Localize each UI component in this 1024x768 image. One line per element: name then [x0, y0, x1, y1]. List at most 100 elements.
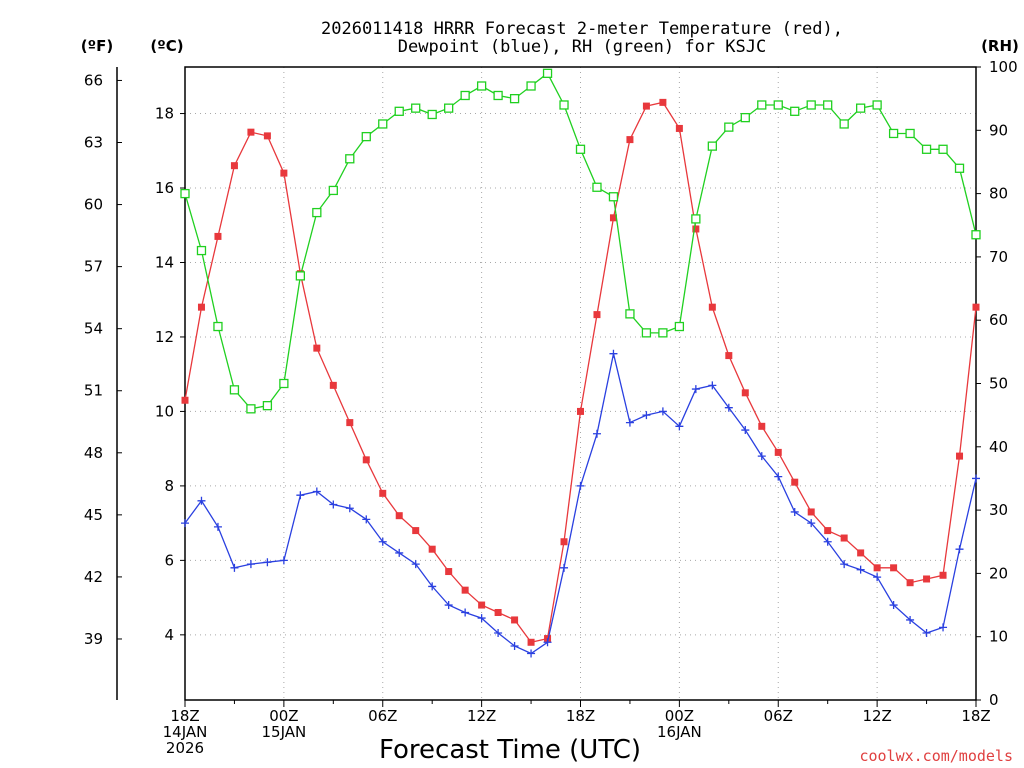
celsius-tick-label: 12	[155, 328, 174, 346]
rh-point	[575, 144, 586, 154]
rh-point	[839, 119, 849, 129]
rh-point	[658, 328, 668, 338]
chart-title-line-2: Dewpoint (blue), RH (green) for KSJC	[398, 37, 766, 57]
dewpoint-point	[856, 565, 865, 574]
rh-point	[806, 100, 816, 110]
temperature-point	[230, 162, 238, 170]
rh-point	[691, 214, 701, 224]
rh-point	[773, 100, 783, 110]
celsius-tick-label: 10	[155, 402, 174, 420]
chart-title-line-1: 2026011418 HRRR Forecast 2-meter Tempera…	[321, 19, 843, 39]
dewpoint-point	[691, 385, 700, 394]
rh-point	[608, 192, 619, 202]
fahrenheit-tick-label: 66	[84, 71, 103, 89]
celsius-tick-label: 18	[155, 105, 174, 123]
rh-point	[823, 100, 833, 110]
rh-point	[411, 103, 421, 113]
temperature-point	[478, 601, 486, 609]
temperature-point	[346, 419, 354, 427]
rh-point	[526, 81, 536, 91]
rh-point	[345, 154, 355, 164]
x-tick-label: 06Z	[764, 707, 793, 725]
dewpoint-point	[477, 614, 486, 623]
x-tick-label: 16JAN	[657, 723, 702, 741]
dewpoint-point	[181, 519, 189, 528]
fahrenheit-tick-label: 45	[84, 506, 103, 524]
temperature-point	[906, 579, 914, 587]
fahrenheit-tick-label: 54	[84, 320, 103, 338]
temperature-point	[511, 616, 519, 624]
rh-point	[625, 309, 635, 319]
rh-point	[740, 112, 750, 123]
rh-point	[971, 230, 981, 240]
dewpoint-point	[527, 649, 536, 658]
dewpoint-point	[279, 556, 288, 565]
temperature-point	[263, 132, 271, 140]
temperature-point	[939, 571, 947, 579]
temperature-point	[708, 303, 716, 311]
rh-point	[724, 122, 734, 132]
temperature-point	[247, 128, 255, 136]
dewpoint-point	[889, 601, 898, 610]
dewpoint-point	[807, 519, 816, 528]
temperature-point	[642, 102, 650, 110]
rh-tick-label: 0	[989, 691, 999, 709]
temperature-point	[280, 169, 288, 177]
rh-point	[509, 94, 520, 104]
dewpoint-point	[873, 573, 882, 582]
temperature-point	[593, 311, 601, 319]
x-tick-label: 18Z	[566, 707, 595, 725]
rh-point	[954, 163, 965, 173]
dewpoint-point	[708, 381, 717, 390]
rh-point	[888, 128, 899, 139]
dewpoint-point	[625, 418, 634, 427]
x-tick-label: 18Z	[961, 707, 990, 725]
data-series	[180, 68, 981, 658]
rh-tick-label: 60	[989, 311, 1008, 329]
rh-point	[905, 128, 915, 139]
dewpoint-point	[378, 537, 387, 546]
celsius-tick-label: 6	[164, 551, 174, 569]
temperature-point	[774, 448, 782, 456]
temperature-point	[362, 456, 370, 464]
dewpoint-point	[543, 638, 552, 647]
temperature-point	[807, 508, 815, 516]
rh-point	[328, 185, 338, 196]
dewpoint-point	[362, 515, 371, 524]
rh-point	[246, 404, 256, 414]
temperature-point	[659, 98, 667, 106]
rh-point	[674, 321, 685, 332]
rh-line	[184, 72, 977, 410]
rh-unit-label: (RH)	[981, 37, 1019, 55]
fahrenheit-tick-label: 48	[84, 444, 103, 462]
temperature-point	[626, 136, 634, 144]
rh-point	[542, 68, 553, 78]
x-tick-label: 14JAN	[163, 723, 208, 741]
fahrenheit-tick-label: 42	[84, 568, 103, 586]
credit-text: coolwx.com/models	[859, 747, 1013, 765]
dewpoint-point	[213, 522, 222, 531]
celsius-tick-label: 8	[164, 477, 174, 495]
dewpoint-point	[510, 642, 519, 651]
dewpoint-point	[774, 472, 783, 481]
dewpoint-point	[675, 422, 684, 431]
temperature-point	[395, 512, 403, 520]
temperature-point	[857, 549, 865, 557]
celsius-tick-label: 14	[155, 253, 174, 271]
rh-point	[872, 100, 882, 110]
dewpoint-point	[296, 491, 305, 500]
rh-tick-label: 50	[989, 375, 1008, 393]
temperature-point	[428, 545, 436, 553]
x-tick-label: 12Z	[467, 707, 496, 725]
rh-point	[262, 401, 273, 411]
rh-point	[279, 378, 289, 389]
temperature-point	[725, 352, 733, 360]
dewpoint-point	[741, 426, 750, 435]
rh-tick-label: 100	[989, 58, 1018, 76]
x-tick-label: 12Z	[862, 707, 891, 725]
temperature-point	[923, 575, 931, 583]
rh-tick-label: 40	[989, 438, 1008, 456]
rh-point	[180, 188, 190, 199]
temperature-point	[840, 534, 848, 542]
